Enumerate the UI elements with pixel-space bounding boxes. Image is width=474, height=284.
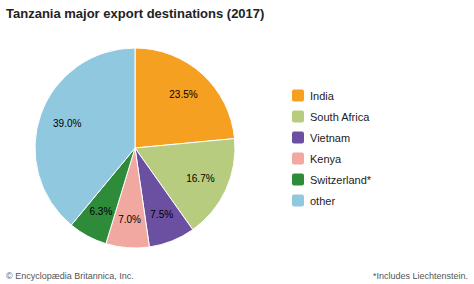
legend-swatch xyxy=(292,111,304,123)
footnote: *Includes Liechtenstein. xyxy=(373,271,468,281)
legend: India South Africa Vietnam Kenya Switzerland… xyxy=(292,90,372,207)
data-label: 16.7% xyxy=(186,173,214,184)
legend-entry: Vietnam xyxy=(310,132,350,144)
legend-entry: Switzerland* xyxy=(310,174,372,186)
legend-entry: South Africa xyxy=(310,111,370,123)
slice xyxy=(135,48,235,148)
data-label: 23.5% xyxy=(169,89,197,100)
legend-entry: other xyxy=(310,195,335,207)
chart-container: Tanzania major export destinations (2017… xyxy=(0,0,474,284)
legend-swatch xyxy=(292,90,304,102)
pie xyxy=(35,48,235,248)
legend-swatch xyxy=(292,132,304,144)
slice xyxy=(35,48,135,225)
chart-svg: Tanzania major export destinations (2017… xyxy=(0,0,474,284)
data-label: 6.3% xyxy=(90,206,113,217)
pie-labels: 23.5% 16.7% 7.5% 7.0% 6.3% 39.0% xyxy=(53,89,215,225)
data-label: 7.5% xyxy=(150,209,173,220)
data-label: 39.0% xyxy=(53,118,81,129)
legend-swatch xyxy=(292,174,304,186)
footnote: © Encyclopædia Britannica, Inc. xyxy=(6,271,134,281)
data-label: 7.0% xyxy=(118,214,141,225)
legend-swatch xyxy=(292,195,304,207)
legend-entry: India xyxy=(310,90,335,102)
legend-swatch xyxy=(292,153,304,165)
title: Tanzania major export destinations (2017… xyxy=(6,6,264,21)
legend-entry: Kenya xyxy=(310,153,342,165)
